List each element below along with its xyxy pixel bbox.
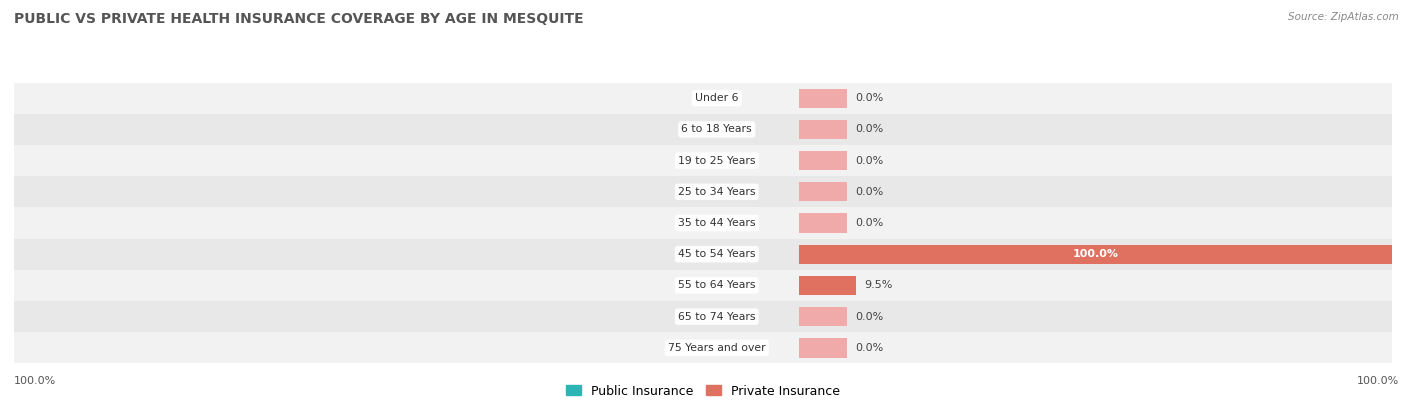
Bar [14, 332, 634, 363]
Legend: Public Insurance, Private Insurance: Public Insurance, Private Insurance [561, 380, 845, 403]
Text: 100.0%: 100.0% [1357, 376, 1399, 386]
Bar [634, 207, 800, 239]
Bar [0, 338, 14, 358]
Text: 45 to 54 Years: 45 to 54 Years [678, 249, 755, 259]
Bar [0, 307, 14, 326]
Text: 75 Years and over: 75 Years and over [668, 343, 766, 353]
Text: 55 to 64 Years: 55 to 64 Years [678, 280, 755, 290]
Bar [14, 83, 634, 114]
Bar [0, 214, 14, 233]
Text: 25 to 34 Years: 25 to 34 Years [678, 187, 755, 197]
Bar [0, 88, 14, 108]
Bar [14, 114, 634, 145]
Bar [14, 239, 634, 270]
Bar [800, 114, 1392, 145]
Bar [634, 145, 800, 176]
Text: 0.0%: 0.0% [856, 312, 884, 322]
Text: 35 to 44 Years: 35 to 44 Years [678, 218, 755, 228]
Text: 0.0%: 0.0% [856, 124, 884, 134]
Text: 19 to 25 Years: 19 to 25 Years [678, 156, 755, 166]
Text: Under 6: Under 6 [695, 93, 738, 103]
Bar [800, 120, 846, 139]
Bar [14, 207, 634, 239]
Bar [800, 332, 1392, 363]
Bar [800, 301, 1392, 332]
Bar [0, 244, 14, 264]
Bar [800, 338, 846, 358]
Text: Source: ZipAtlas.com: Source: ZipAtlas.com [1288, 12, 1399, 22]
Bar [800, 270, 1392, 301]
Bar [14, 270, 634, 301]
Text: 9.5%: 9.5% [865, 280, 893, 290]
Bar [0, 120, 14, 139]
Text: 0.0%: 0.0% [856, 93, 884, 103]
Text: 0.0%: 0.0% [856, 187, 884, 197]
Bar [800, 88, 846, 108]
Bar [0, 276, 14, 295]
Bar [800, 244, 1392, 264]
Text: 100.0%: 100.0% [1073, 249, 1119, 259]
Bar [800, 214, 846, 233]
Bar [634, 83, 800, 114]
Text: 0.0%: 0.0% [856, 343, 884, 353]
Bar [14, 301, 634, 332]
Bar [800, 182, 846, 202]
Bar [800, 151, 846, 170]
Bar [634, 332, 800, 363]
Text: 0.0%: 0.0% [856, 218, 884, 228]
Bar [634, 176, 800, 207]
Bar [0, 182, 14, 202]
Bar [800, 83, 1392, 114]
Bar [0, 151, 14, 170]
Bar [800, 207, 1392, 239]
Text: 65 to 74 Years: 65 to 74 Years [678, 312, 755, 322]
Text: 100.0%: 100.0% [14, 376, 56, 386]
Bar [14, 145, 634, 176]
Bar [634, 114, 800, 145]
Bar [800, 276, 856, 295]
Bar [634, 239, 800, 270]
Bar [14, 176, 634, 207]
Bar [800, 307, 846, 326]
Bar [634, 270, 800, 301]
Bar [800, 145, 1392, 176]
Bar [800, 239, 1392, 270]
Bar [800, 176, 1392, 207]
Text: 6 to 18 Years: 6 to 18 Years [682, 124, 752, 134]
Text: PUBLIC VS PRIVATE HEALTH INSURANCE COVERAGE BY AGE IN MESQUITE: PUBLIC VS PRIVATE HEALTH INSURANCE COVER… [14, 12, 583, 26]
Text: 0.0%: 0.0% [856, 156, 884, 166]
Bar [634, 301, 800, 332]
